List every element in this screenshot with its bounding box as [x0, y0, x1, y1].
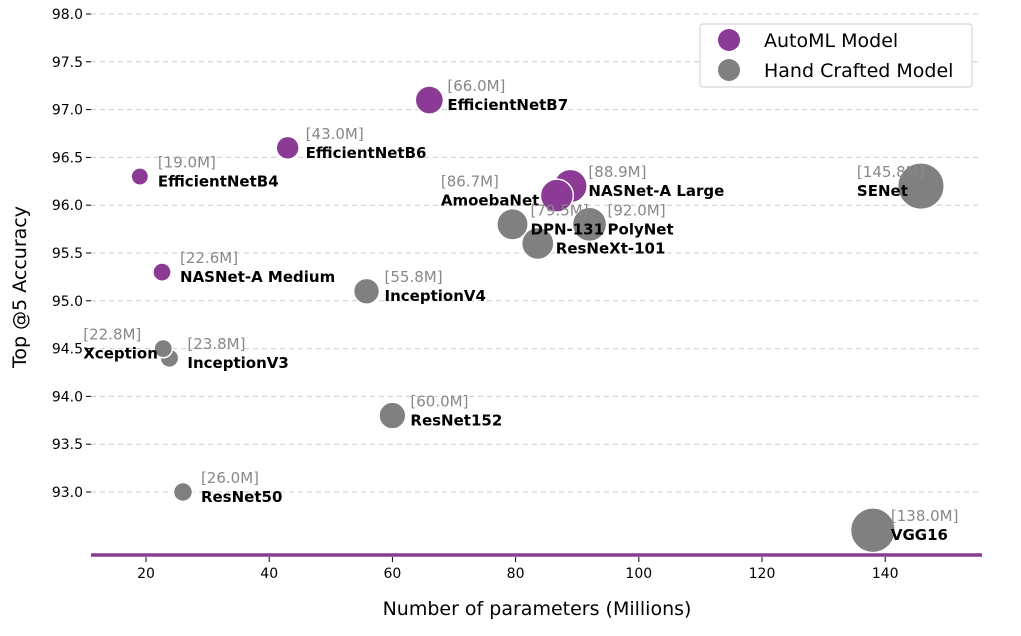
param-label: [26.0M]	[201, 469, 259, 487]
param-label: [43.0M]	[306, 125, 364, 143]
param-label: [145.8M]	[857, 163, 925, 181]
x-tick-label: 40	[260, 566, 278, 582]
y-tick-label: 97.0	[52, 103, 83, 119]
y-tick-label: 95.0	[52, 294, 83, 310]
point-resnet152	[378, 401, 407, 430]
param-label: [79.5M]	[531, 201, 589, 219]
y-tick-label: 93.0	[52, 485, 83, 501]
x-tick-label: 140	[872, 566, 899, 582]
legend-box	[699, 23, 973, 88]
model-label: VGG16	[891, 526, 948, 544]
x-tick-label: 80	[507, 566, 525, 582]
point-inceptionv4	[352, 277, 381, 305]
point-efficientnetb7	[414, 85, 445, 115]
point-senet	[896, 162, 945, 211]
model-label: DPN-131	[531, 220, 605, 238]
legend-marker-hand-crafted	[718, 59, 740, 81]
point-amoebanet	[539, 178, 575, 213]
model-label: EfficientNetB4	[158, 173, 279, 191]
model-label: InceptionV4	[385, 287, 486, 305]
y-tick-label: 95.5	[52, 246, 83, 262]
param-label: [60.0M]	[410, 393, 468, 411]
y-tick-label: 94.5	[52, 342, 83, 358]
model-label: NASNet-A Medium	[180, 268, 335, 286]
point-xception	[153, 338, 174, 359]
y-axis-title: Top @5 Accuracy	[9, 206, 31, 369]
model-label: EfficientNetB7	[447, 96, 568, 114]
param-label: [23.8M]	[187, 335, 245, 353]
point-resnext-101	[520, 226, 555, 261]
model-label: EfficientNetB6	[306, 144, 427, 162]
x-tick-label: 100	[625, 566, 652, 582]
legend: AutoML Model Hand Crafted Model	[699, 23, 973, 88]
x-tick-label: 120	[749, 566, 776, 582]
param-label: [88.9M]	[588, 163, 646, 181]
legend-marker-automl	[718, 29, 740, 51]
param-label: [92.0M]	[608, 201, 666, 219]
point-dpn-131	[496, 207, 529, 241]
y-tick-label: 93.5	[52, 437, 83, 453]
point-resnet50	[172, 481, 194, 503]
y-tick-label: 94.0	[52, 389, 83, 405]
param-label: [138.0M]	[891, 507, 959, 525]
model-label: ResNet50	[201, 488, 282, 506]
legend-label-automl: AutoML Model	[764, 30, 898, 52]
point-nasnet-a-medium	[152, 262, 172, 282]
point-labels: [19.0M]EfficientNetB4[43.0M]EfficientNet…	[83, 77, 958, 544]
model-label: AmoebaNet	[441, 192, 539, 210]
param-label: [22.6M]	[180, 249, 238, 267]
param-label: [19.0M]	[158, 154, 216, 172]
legend-label-hand-crafted: Hand Crafted Model	[764, 60, 953, 82]
y-tick-label: 96.0	[52, 198, 83, 214]
y-tick-label: 96.5	[52, 150, 83, 166]
model-label: PolyNet	[608, 220, 674, 238]
param-label: [22.8M]	[83, 326, 141, 344]
model-label: Xception	[83, 345, 158, 363]
x-tick-label: 60	[383, 566, 401, 582]
param-label: [86.7M]	[441, 173, 499, 191]
y-tick-label: 97.5	[52, 55, 83, 71]
y-tick-label: 98.0	[52, 7, 83, 23]
model-label: InceptionV3	[187, 354, 288, 372]
param-label: [66.0M]	[447, 77, 505, 95]
x-axis-title: Number of parameters (Millions)	[383, 598, 692, 620]
axes: 93.0 93.5 94.0 94.5 95.0 95.5 96.0 96.5 97.0 97.5…	[52, 7, 982, 582]
model-label: ResNet152	[410, 412, 502, 430]
data-points	[130, 85, 945, 554]
model-label: SENet	[857, 182, 908, 200]
point-efficientnetb6	[275, 135, 300, 161]
point-vgg16	[849, 507, 897, 554]
point-efficientnetb4	[130, 167, 150, 186]
x-tick-label: 20	[137, 566, 155, 582]
point-polynet	[571, 206, 608, 243]
model-label: ResNeXt-101	[556, 239, 666, 257]
model-label: NASNet-A Large	[588, 182, 724, 200]
param-label: [55.8M]	[385, 268, 443, 286]
